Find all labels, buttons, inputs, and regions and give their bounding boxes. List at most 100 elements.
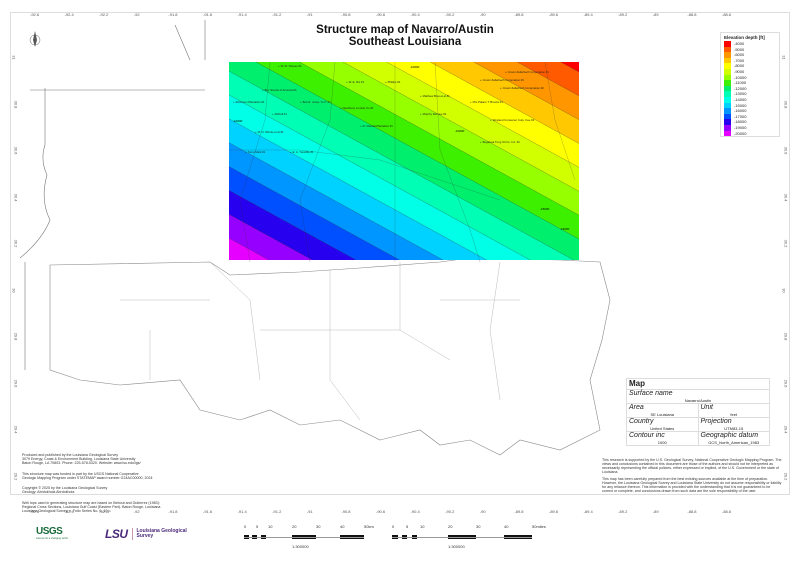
longitude-tick: -88.6 [722,12,732,17]
area-value: SE Louisiana [650,412,675,417]
longitude-tick: -88.8 [687,12,697,17]
scale-baseline [392,537,532,538]
legend-swatch [724,113,731,120]
lgs-name-line1: Louisiana Geological [136,527,187,534]
legend-swatch [724,68,731,75]
scale-tick: 50km [364,524,374,529]
legend-swatch [724,124,731,131]
legend-item: -17000 [721,113,779,120]
well-label: Boy Scouts of America #1 [262,88,297,92]
longitude-tick: -90.4 [410,12,420,17]
longitude-tick: -90 [479,509,486,514]
projection-label: Projection [700,418,732,425]
parish-lines [120,261,520,421]
legend-item: -13000 [721,91,779,97]
legend-item: -4000 [721,41,779,47]
contour-line [299,62,579,216]
longitude-tick: -92 [133,12,140,17]
legend-swatch [724,46,731,53]
legend-title: Elevation depth [ft] [724,35,765,40]
longitude-tick: -90.6 [376,12,386,17]
scale-tick: 10 [268,524,273,529]
publication-notes: Produced and published by the Louisiana … [22,449,207,519]
longitude-tick: -91.6 [203,509,213,514]
legend-label: -12000 [734,85,747,91]
contour-line [255,62,579,240]
lgs-name-line2: Survey [136,533,154,539]
longitude-tick: -89.4 [583,509,593,514]
legend-item: -15000 [721,102,779,109]
legend-swatch [724,91,731,97]
scale-ratio: 1:300000 [448,544,465,549]
well-label: Bogalusa Tung Oil Co. Inc. #1 [480,140,520,144]
legend-swatch [724,52,731,58]
legend-label: -13000 [734,91,747,97]
longitude-tick: -89.4 [583,12,593,17]
legend-swatch [724,108,731,114]
parish-lines-overlay [229,61,576,263]
well-label: Matthew Bros et al #1 [420,94,450,98]
scale-baseline [244,537,364,538]
legend-item: -6000 [721,52,779,58]
scale-tick: 10 [420,524,425,529]
note-paragraph: Copyright © 2025 by the Louisiana Geolog… [22,486,108,494]
scale-tick: 30 [476,524,481,529]
longitude-tick: -92.2 [99,509,109,514]
note-paragraph: This structure map was funded in part by… [22,471,153,480]
state-boundary [19,20,206,370]
longitude-tick: -90.8 [341,12,351,17]
longitude-tick: -88.6 [722,509,732,514]
contour-inc-value: 1000 [657,440,667,445]
legend-label: -14000 [734,96,747,102]
legend-label: -6000 [734,52,745,58]
longitude-tick: -89.8 [514,12,524,17]
contour-label: -10000 [410,65,420,69]
well-label: Crown Zellerbach Corporation #1 [505,70,549,74]
contour-line [229,70,574,260]
contour-line [229,166,400,260]
scale-tick: 5 [256,524,259,529]
scale-tick: 50miles [532,524,546,529]
contour-line [229,142,444,260]
scale-tick: 20 [448,524,453,529]
surface-name-value: Navarro/Austin [684,398,712,403]
legend-swatch [724,41,731,47]
legend-item: -20000 [721,130,779,137]
disclaimer-paragraph: This map has been carefully prepared fro… [602,476,782,493]
legend-swatch [724,63,731,69]
longitude-tick: -91.6 [203,12,213,17]
structure-surface [229,62,579,260]
contour-line [229,94,531,260]
legend-label: -4000 [734,41,745,46]
legend-swatch [724,130,731,137]
well-label: Phillips #1 [385,80,401,84]
unit-label: Unit [700,404,713,411]
longitude-tick: -89.6 [549,12,559,17]
legend-label: -11000 [734,80,747,86]
longitude-tick: -92.6 [30,509,40,514]
longitude-tick: -90.6 [376,509,386,514]
map-frame [10,12,790,495]
lsu-lgs-logo: LSU Louisiana Geological Survey [105,527,187,541]
legend-item: -8000 [721,63,779,69]
scale-tick: 0 [392,524,395,529]
well-label: Newsbury Lumber Co #1 [340,106,374,110]
datum-value: GCS_North_American_1983 [708,440,760,445]
disclaimer-paragraph: This research is supported by the U.S. G… [602,458,782,474]
legend-swatch [724,102,731,109]
contour-label: -15000 [540,207,550,211]
longitude-tick: -89 [652,12,659,17]
well-label: Robinson Plantation #1 [233,100,265,104]
logo-divider [131,528,133,540]
map-title: Structure map of Navarro/Austin Southeas… [230,24,580,48]
scale-ratio: 1:300000 [292,544,309,549]
well-label: Crown Zellerbach Corporation #3 [480,78,524,82]
longitude-tick: -90.2 [445,509,455,514]
contour-inc-label: Contour inc [629,432,665,439]
legend-item: -12000 [721,85,779,92]
legend-label: -20000 [734,130,747,136]
disclaimer-notes: This research is supported by the U.S. G… [602,458,782,495]
note-paragraph: Well tops used in generating structure m… [22,500,161,513]
legend-item: -7000 [721,57,779,64]
